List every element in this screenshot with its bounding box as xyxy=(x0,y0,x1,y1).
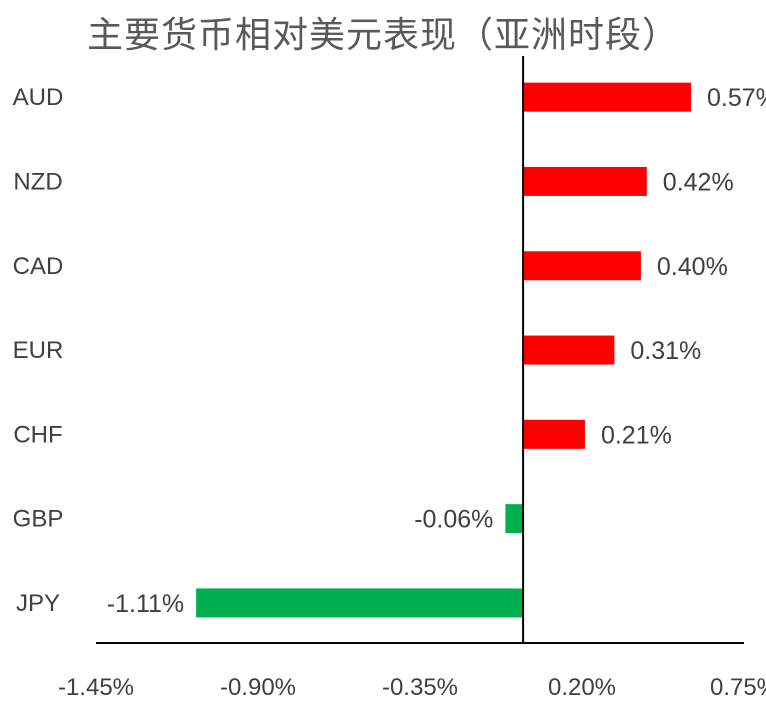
chart-title: 主要货币相对美元表现（亚洲时段） xyxy=(86,15,679,56)
data-label-cad: 0.40% xyxy=(657,253,728,281)
data-label-aud: 0.57% xyxy=(707,84,766,112)
x-tick-label: 0.20% xyxy=(548,674,616,701)
data-label-eur: 0.31% xyxy=(630,337,701,365)
bar-jpy xyxy=(196,588,524,618)
x-tick-label: -0.90% xyxy=(220,674,296,701)
category-label-eur: EUR xyxy=(13,337,64,364)
labels-layer: AUD 0.57% NZD 0.42% CAD 0.40% EUR 0.31% CHF 0.21%… xyxy=(13,84,766,701)
x-tick-label: -0.35% xyxy=(382,674,458,701)
bar-aud xyxy=(523,82,691,112)
data-label-jpy: -1.11% xyxy=(107,590,184,618)
category-label-gbp: GBP xyxy=(13,506,64,533)
bar-gbp xyxy=(505,504,524,534)
category-label-chf: CHF xyxy=(13,421,62,448)
category-label-jpy: JPY xyxy=(16,590,60,617)
data-label-chf: 0.21% xyxy=(601,421,672,449)
data-label-gbp: -0.06% xyxy=(414,506,493,534)
bar-cad xyxy=(523,251,641,281)
data-label-nzd: 0.42% xyxy=(663,168,734,196)
bar-nzd xyxy=(523,166,647,196)
axes-layer xyxy=(96,56,744,644)
category-label-aud: AUD xyxy=(13,84,64,111)
bar-chf xyxy=(523,419,585,449)
category-label-cad: CAD xyxy=(13,253,64,280)
bars-layer xyxy=(196,82,691,618)
x-tick-label: 0.75% xyxy=(710,674,766,701)
category-label-nzd: NZD xyxy=(13,168,62,195)
x-tick-label: -1.45% xyxy=(58,674,134,701)
bar-eur xyxy=(523,335,615,365)
